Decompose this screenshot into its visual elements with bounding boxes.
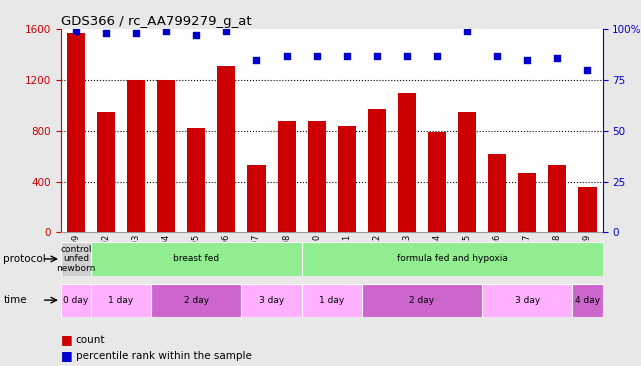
Text: 4 day: 4 day xyxy=(575,296,600,305)
Text: formula fed and hypoxia: formula fed and hypoxia xyxy=(397,254,508,264)
Bar xyxy=(338,126,356,232)
Text: ■: ■ xyxy=(61,333,72,346)
Point xyxy=(101,30,111,36)
Bar xyxy=(278,121,296,232)
Text: ■: ■ xyxy=(61,349,72,362)
Bar xyxy=(217,66,235,232)
Bar xyxy=(61,242,91,276)
Bar xyxy=(302,284,362,317)
Text: time: time xyxy=(3,295,27,305)
Bar xyxy=(572,284,603,317)
Point xyxy=(221,29,231,34)
Text: 1 day: 1 day xyxy=(319,296,344,305)
Text: 3 day: 3 day xyxy=(259,296,284,305)
Point xyxy=(583,67,593,73)
Bar xyxy=(187,128,205,232)
Point xyxy=(462,29,472,34)
Text: 0 day: 0 day xyxy=(63,296,88,305)
Bar xyxy=(308,121,326,232)
Point xyxy=(492,53,503,59)
Bar xyxy=(398,93,416,232)
Point xyxy=(312,53,322,59)
Bar xyxy=(362,284,482,317)
Text: breast fed: breast fed xyxy=(173,254,219,264)
Text: 2 day: 2 day xyxy=(184,296,209,305)
Point xyxy=(71,29,81,34)
Point xyxy=(161,29,171,34)
Bar xyxy=(549,165,567,232)
Text: 2 day: 2 day xyxy=(410,296,435,305)
Bar xyxy=(157,80,175,232)
Bar xyxy=(302,242,603,276)
Bar xyxy=(61,284,91,317)
Bar xyxy=(482,284,572,317)
Bar xyxy=(97,112,115,232)
Point xyxy=(191,33,201,38)
Text: percentile rank within the sample: percentile rank within the sample xyxy=(76,351,251,361)
Bar xyxy=(91,284,151,317)
Bar xyxy=(67,33,85,232)
Bar xyxy=(247,165,265,232)
Point xyxy=(553,55,563,61)
Text: GDS366 / rc_AA799279_g_at: GDS366 / rc_AA799279_g_at xyxy=(61,15,251,28)
Point xyxy=(281,53,292,59)
Point xyxy=(251,57,262,63)
Point xyxy=(372,53,382,59)
Bar xyxy=(368,109,386,232)
Point xyxy=(432,53,442,59)
Text: 3 day: 3 day xyxy=(515,296,540,305)
Bar xyxy=(91,242,302,276)
Text: control
unfed
newborn: control unfed newborn xyxy=(56,245,96,273)
Point xyxy=(522,57,533,63)
Bar xyxy=(127,80,145,232)
Bar xyxy=(428,132,446,232)
Bar xyxy=(242,284,302,317)
Text: count: count xyxy=(76,335,105,345)
Point xyxy=(342,53,352,59)
Bar xyxy=(519,173,537,232)
Bar xyxy=(488,154,506,232)
Bar xyxy=(458,112,476,232)
Text: protocol: protocol xyxy=(3,254,46,264)
Text: 1 day: 1 day xyxy=(108,296,134,305)
Bar xyxy=(151,284,242,317)
Bar xyxy=(578,187,597,232)
Point xyxy=(131,30,141,36)
Point xyxy=(402,53,412,59)
